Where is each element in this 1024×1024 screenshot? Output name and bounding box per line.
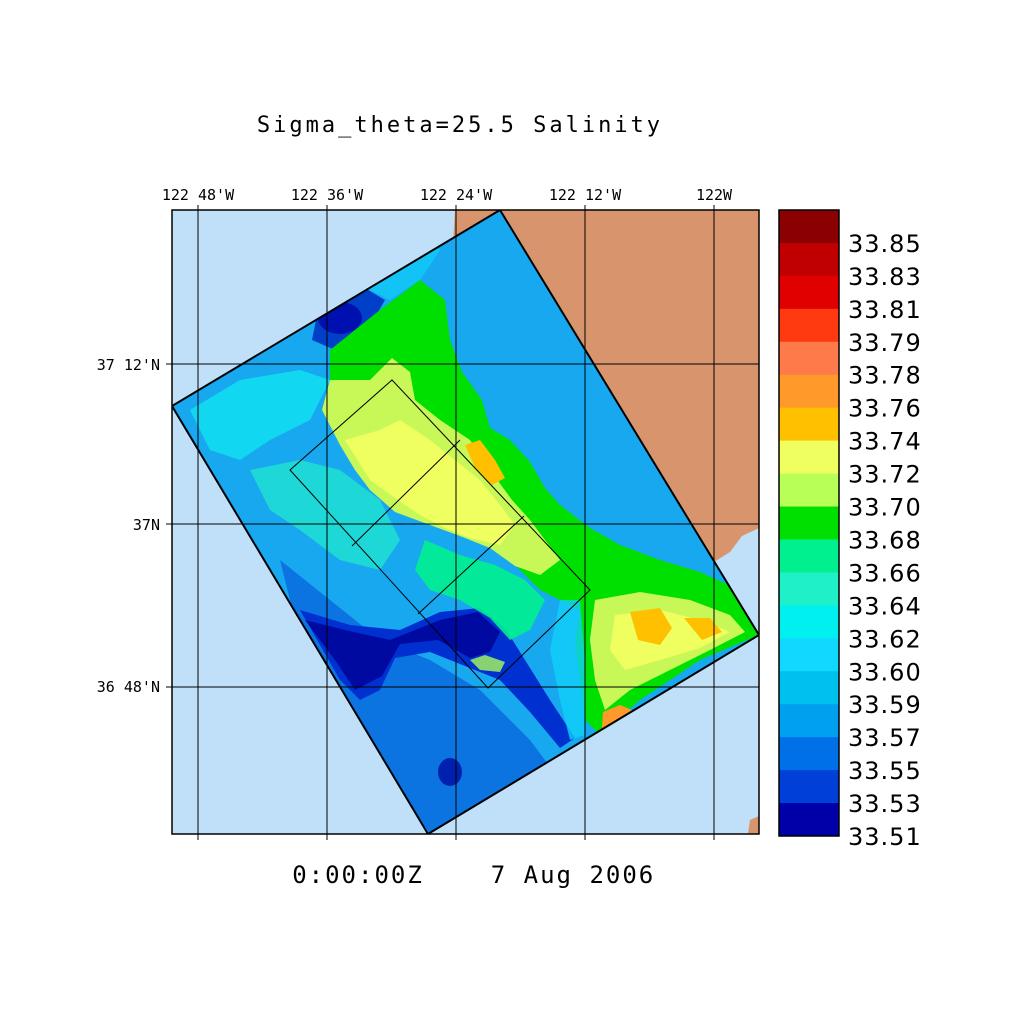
colorbar-swatch (779, 671, 839, 705)
colorbar-swatch (779, 374, 839, 409)
inner-box-divider (351, 439, 461, 547)
lat-label: 37N (133, 516, 160, 534)
lon-label: 122 36'W (291, 186, 364, 204)
map-frame (171, 209, 760, 835)
colorbar-swatch (779, 770, 839, 804)
lon-label: 122W (696, 186, 733, 204)
colorbar-level-label: 33.72 (848, 461, 922, 489)
lat-label: 37 12'N (97, 356, 160, 374)
colorbar-swatch (779, 605, 839, 639)
colorbar-swatch (779, 539, 839, 573)
colorbar-swatch (779, 407, 839, 442)
colorbar: 33.85 33.83 33.81 33.79 33.78 33.76 33.74 33.72… (778, 209, 922, 851)
timestamp-time: 0:00:00Z (292, 861, 424, 889)
colorbar-swatch (779, 210, 839, 244)
colorbar-level-label: 33.53 (848, 790, 922, 818)
lat-label: 36 48'N (97, 678, 160, 696)
colorbar-level-label: 33.78 (848, 362, 922, 390)
colorbar-level-label: 33.79 (848, 329, 922, 357)
colorbar-swatch (779, 341, 839, 376)
colorbar-swatch (779, 242, 839, 277)
colorbar-swatch (779, 737, 839, 771)
colorbar-swatch (779, 440, 839, 475)
colorbar-level-label: 33.70 (848, 494, 922, 522)
colorbar-swatch (779, 473, 839, 508)
lon-label: 122 48'W (162, 186, 235, 204)
inner-box-divider (417, 515, 525, 615)
model-domain-outline (172, 210, 759, 834)
colorbar-swatch (779, 704, 839, 738)
tick-marks (166, 205, 715, 840)
inner-domain-box (289, 379, 591, 689)
colorbar-swatch (779, 638, 839, 672)
colorbar-swatch (779, 803, 839, 837)
colorbar-level-label: 33.60 (848, 658, 922, 686)
colorbar-level-label: 33.83 (848, 263, 922, 291)
colorbar-level-label: 33.81 (848, 296, 922, 324)
longitude-labels: 122 48'W 122 36'W 122 24'W 122 12'W 122W (162, 186, 733, 204)
lon-label: 122 24'W (420, 186, 493, 204)
colorbar-level-label: 33.66 (848, 559, 922, 587)
timestamp-date: 7 Aug 2006 (491, 861, 656, 889)
colorbar-frame (778, 209, 840, 837)
colorbar-level-label: 33.68 (848, 526, 922, 554)
colorbar-level-label: 33.51 (848, 823, 922, 851)
land-point (748, 816, 759, 834)
colorbar-level-label: 33.85 (848, 230, 922, 258)
latitude-labels: 37 12'N 37N 36 48'N (97, 356, 160, 696)
colorbar-level-label: 33.64 (848, 592, 922, 620)
colorbar-level-label: 33.57 (848, 724, 922, 752)
colorbar-level-label: 33.74 (848, 428, 922, 456)
colorbar-level-label: 33.59 (848, 691, 922, 719)
colorbar-swatch (779, 506, 839, 540)
map-panel (172, 210, 759, 834)
colorbar-level-label: 33.62 (848, 625, 922, 653)
colorbar-swatch (779, 275, 839, 310)
colorbar-level-label: 33.55 (848, 757, 922, 785)
colorbar-swatch (779, 308, 839, 343)
map-title: Sigma_theta=25.5 Salinity (257, 113, 663, 138)
colorbar-level-label: 33.76 (848, 395, 922, 423)
colorbar-swatch (779, 572, 839, 606)
lon-label: 122 12'W (549, 186, 622, 204)
